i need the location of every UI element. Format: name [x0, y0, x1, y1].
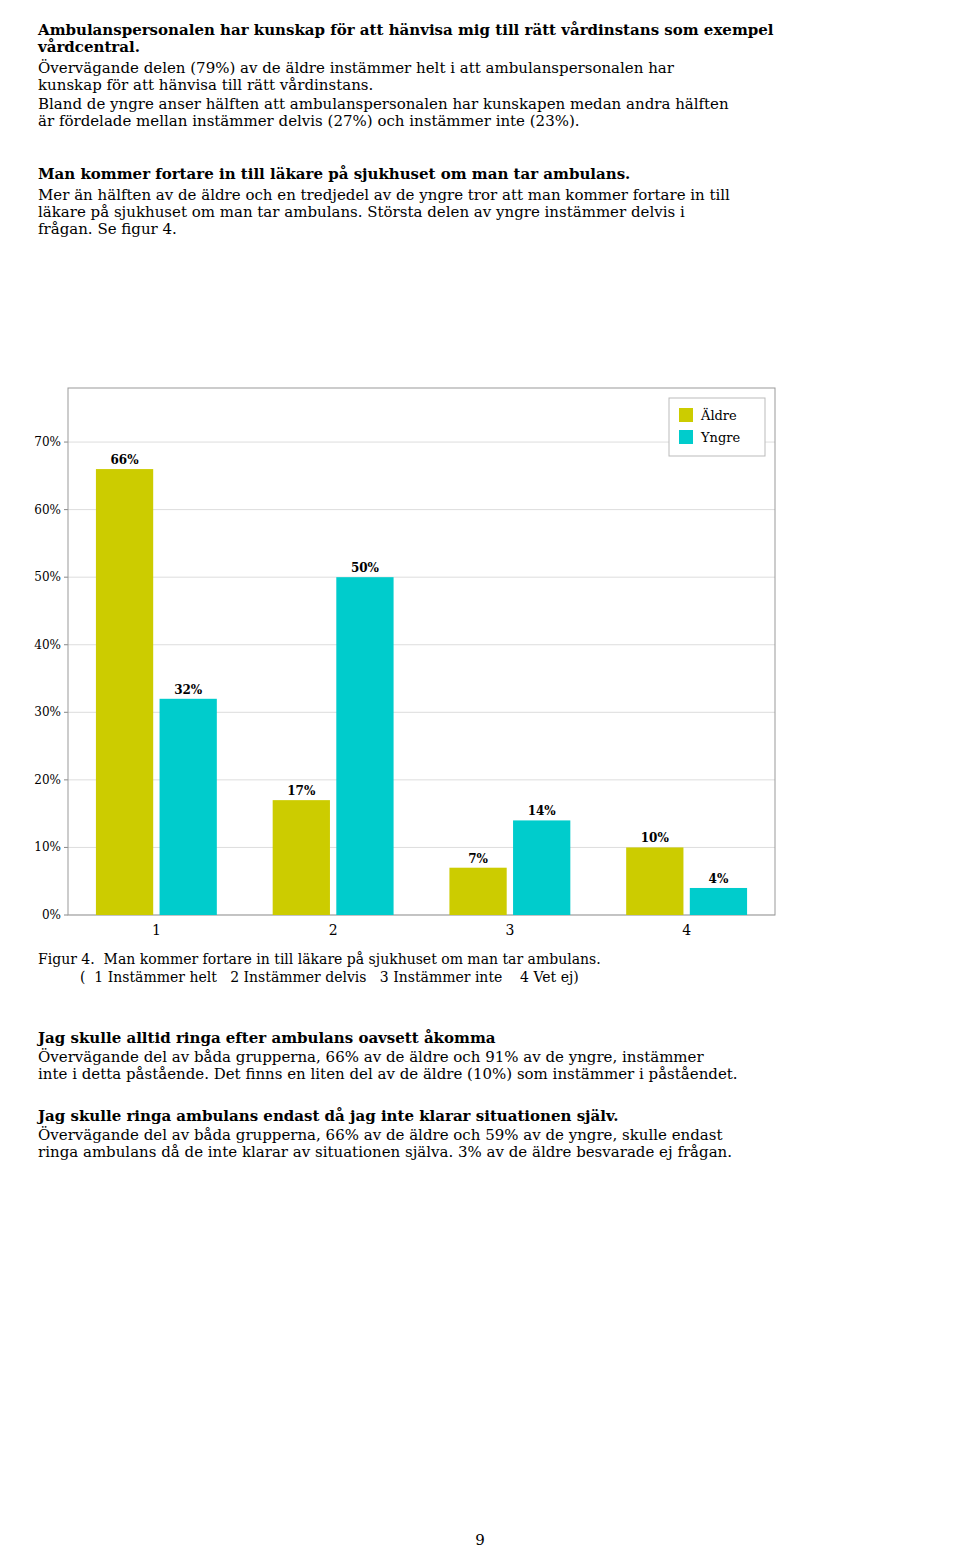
x-tick-label: 4: [682, 922, 691, 938]
bar: [160, 699, 217, 915]
x-tick-label: 2: [329, 922, 338, 938]
body-text: Bland de yngre anser hälften att ambulan…: [38, 95, 729, 113]
y-tick: [64, 779, 68, 780]
y-tick-label: 40%: [34, 638, 61, 652]
legend-label: Yngre: [700, 430, 740, 445]
body-text: frågan. Se figur 4.: [38, 220, 177, 238]
body-text: ringa ambulans då de inte klarar av situ…: [38, 1143, 732, 1161]
y-tick-label: 50%: [34, 570, 61, 584]
grid-line: [68, 509, 775, 510]
bar: [513, 820, 570, 915]
y-tick: [64, 644, 68, 645]
body-text: inte i detta påstående. Det finns en lit…: [38, 1065, 738, 1083]
legend-swatch: [679, 408, 693, 422]
page-number: 9: [475, 1531, 485, 1549]
x-tick-label: 3: [505, 922, 514, 938]
data-label: 32%: [174, 683, 203, 697]
body-text: läkare på sjukhuset om man tar ambulans.…: [38, 203, 685, 221]
caption: ( 1 Instämmer helt 2 Instämmer delvis 3 …: [80, 969, 579, 985]
bar: [449, 868, 506, 915]
bar: [96, 469, 153, 915]
body-text: är fördelade mellan instämmer delvis (27…: [38, 112, 580, 130]
body-text: kunskap för att hänvisa till rätt vårdin…: [38, 76, 373, 94]
body-text: Övervägande del av båda grupperna, 66% a…: [38, 1126, 723, 1144]
y-tick: [64, 847, 68, 848]
y-tick: [64, 442, 68, 443]
legend-box: [669, 398, 765, 456]
y-tick-label: 10%: [34, 840, 61, 854]
bar: [336, 577, 393, 915]
heading: Ambulanspersonalen har kunskap för att h…: [37, 21, 774, 39]
y-tick: [64, 577, 68, 578]
y-tick-label: 20%: [34, 773, 61, 787]
body-text: Mer än hälften av de äldre och en tredje…: [38, 186, 730, 204]
data-label: 14%: [528, 804, 557, 818]
data-label: 7%: [468, 852, 488, 866]
body-text: Övervägande del av båda grupperna, 66% a…: [38, 1048, 704, 1066]
data-label: 17%: [287, 784, 316, 798]
y-tick-label: 0%: [42, 908, 61, 922]
y-tick-label: 30%: [34, 705, 61, 719]
bar: [273, 800, 330, 915]
grid-line: [68, 644, 775, 645]
data-label: 50%: [351, 561, 380, 575]
bar: [690, 888, 747, 915]
grid-line: [68, 577, 775, 578]
heading: Jag skulle alltid ringa efter ambulans o…: [36, 1029, 496, 1047]
y-tick-label: 70%: [34, 435, 61, 449]
heading: Man kommer fortare in till läkare på sju…: [38, 165, 630, 183]
bar: [626, 847, 683, 915]
y-tick: [64, 509, 68, 510]
data-labels: 66% 32% 17% 50% 7% 14% 10% 4%: [111, 453, 729, 886]
chart: 0%10%20%30%40%50%60%70%66%32%17%50%7%14%…: [34, 388, 775, 938]
x-tick-label: 1: [152, 922, 161, 938]
bars: [96, 469, 747, 915]
legend-label: Äldre: [700, 407, 737, 423]
legend-swatch: [679, 430, 693, 444]
heading: vårdcentral.: [37, 38, 140, 56]
data-label: 10%: [641, 831, 670, 845]
body-text: Övervägande delen (79%) av de äldre inst…: [38, 59, 675, 77]
y-tick: [64, 915, 68, 916]
data-label: 66%: [111, 453, 140, 467]
y-tick-label: 60%: [34, 503, 61, 517]
page: Ambulanspersonalen har kunskap för att h…: [0, 0, 960, 1554]
legend: Äldre Yngre: [669, 398, 765, 456]
y-tick: [64, 712, 68, 713]
plot-frame: [68, 388, 775, 915]
caption: Figur 4. Man kommer fortare in till läka…: [38, 951, 601, 967]
heading: Jag skulle ringa ambulans endast då jag …: [36, 1107, 618, 1125]
data-label: 4%: [709, 872, 729, 886]
